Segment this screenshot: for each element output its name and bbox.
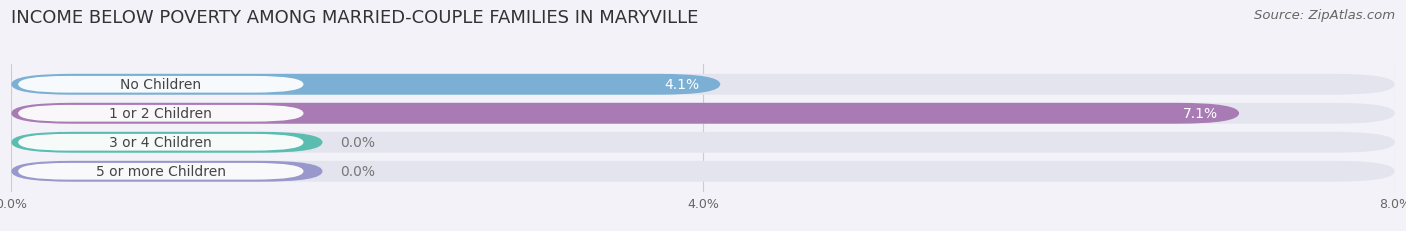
Text: 4.1%: 4.1% (665, 78, 700, 92)
FancyBboxPatch shape (18, 105, 304, 122)
Text: 3 or 4 Children: 3 or 4 Children (110, 136, 212, 150)
FancyBboxPatch shape (18, 163, 304, 180)
FancyBboxPatch shape (18, 134, 304, 151)
FancyBboxPatch shape (11, 74, 720, 95)
Text: 0.0%: 0.0% (340, 136, 375, 150)
Text: 0.0%: 0.0% (340, 164, 375, 179)
FancyBboxPatch shape (11, 132, 1395, 153)
Text: 7.1%: 7.1% (1184, 107, 1219, 121)
Text: No Children: No Children (121, 78, 201, 92)
FancyBboxPatch shape (18, 76, 304, 93)
Text: INCOME BELOW POVERTY AMONG MARRIED-COUPLE FAMILIES IN MARYVILLE: INCOME BELOW POVERTY AMONG MARRIED-COUPL… (11, 9, 699, 27)
FancyBboxPatch shape (11, 74, 1395, 95)
FancyBboxPatch shape (11, 161, 322, 182)
Text: Source: ZipAtlas.com: Source: ZipAtlas.com (1254, 9, 1395, 22)
Text: 1 or 2 Children: 1 or 2 Children (110, 107, 212, 121)
FancyBboxPatch shape (11, 161, 1395, 182)
FancyBboxPatch shape (11, 103, 1239, 124)
Text: 5 or more Children: 5 or more Children (96, 164, 226, 179)
FancyBboxPatch shape (11, 103, 1395, 124)
FancyBboxPatch shape (11, 132, 322, 153)
